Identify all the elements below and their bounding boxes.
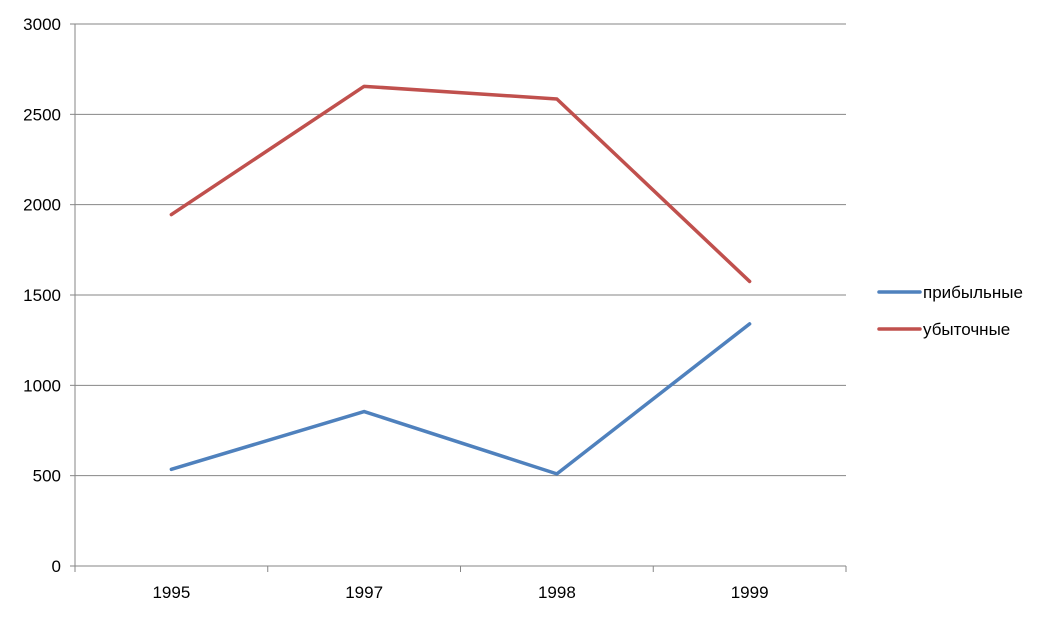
x-axis-ticks [74,566,847,572]
y-tick-label: 3000 [23,15,61,34]
y-axis-tick-labels: 0 500 1000 1500 2000 2500 3000 [23,15,61,576]
legend-label-unprofitable: убыточные [923,320,1010,339]
x-tick-label: 1997 [345,583,383,602]
series-line-profitable [169,322,752,476]
x-axis-tick-labels: 1995 1997 1998 1999 [152,583,768,602]
y-tick-label: 2500 [23,105,61,124]
series-line-unprofitable [169,84,752,284]
gridlines [70,23,846,567]
x-tick-label: 1998 [538,583,576,602]
y-tick-label: 0 [52,557,61,576]
series-lines [169,84,752,476]
x-tick-label: 1995 [152,583,190,602]
legend: прибыльные убыточные [877,283,1023,339]
y-tick-label: 1000 [23,376,61,395]
y-tick-label: 500 [33,467,61,486]
y-tick-label: 2000 [23,196,61,215]
legend-label-profitable: прибыльные [923,283,1023,302]
y-tick-label: 1500 [23,286,61,305]
x-tick-label: 1999 [731,583,769,602]
